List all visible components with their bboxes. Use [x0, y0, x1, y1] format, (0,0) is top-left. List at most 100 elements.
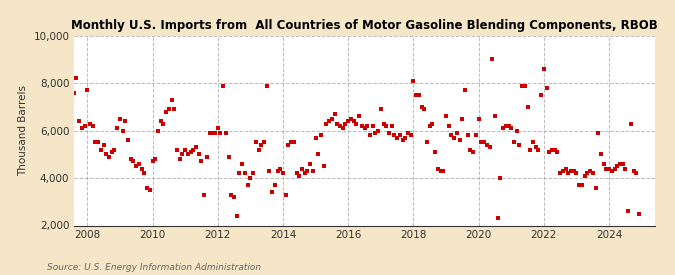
- Point: [229, 195, 240, 199]
- Point: [425, 124, 435, 128]
- Point: [104, 155, 115, 159]
- Point: [210, 131, 221, 135]
- Point: [617, 162, 628, 166]
- Point: [547, 147, 558, 152]
- Point: [346, 117, 356, 121]
- Point: [248, 171, 259, 175]
- Point: [155, 119, 166, 123]
- Point: [136, 166, 147, 171]
- Point: [479, 140, 489, 145]
- Point: [579, 174, 590, 178]
- Point: [356, 124, 367, 128]
- Point: [623, 209, 634, 213]
- Point: [492, 216, 503, 221]
- Point: [416, 105, 427, 109]
- Point: [338, 126, 348, 130]
- Point: [120, 119, 131, 123]
- Point: [389, 133, 400, 138]
- Point: [161, 109, 171, 114]
- Point: [123, 138, 134, 142]
- Point: [319, 164, 329, 168]
- Point: [95, 147, 106, 152]
- Point: [76, 126, 87, 130]
- Point: [508, 140, 519, 145]
- Point: [188, 147, 198, 152]
- Point: [112, 126, 123, 130]
- Point: [335, 124, 346, 128]
- Point: [250, 140, 261, 145]
- Point: [215, 131, 226, 135]
- Point: [454, 138, 465, 142]
- Point: [343, 119, 354, 123]
- Point: [109, 147, 120, 152]
- Point: [240, 171, 250, 175]
- Point: [98, 143, 109, 147]
- Point: [552, 150, 563, 154]
- Point: [294, 174, 304, 178]
- Point: [308, 169, 319, 173]
- Point: [576, 183, 587, 187]
- Point: [487, 57, 497, 62]
- Point: [427, 121, 438, 126]
- Point: [193, 152, 204, 156]
- Point: [272, 169, 283, 173]
- Point: [378, 121, 389, 126]
- Point: [525, 147, 536, 152]
- Point: [313, 152, 324, 156]
- Point: [544, 150, 555, 154]
- Point: [533, 147, 544, 152]
- Point: [221, 131, 232, 135]
- Point: [253, 147, 264, 152]
- Point: [497, 126, 508, 130]
- Point: [470, 133, 481, 138]
- Point: [207, 131, 218, 135]
- Point: [101, 152, 112, 156]
- Point: [166, 98, 177, 102]
- Point: [174, 157, 185, 161]
- Point: [87, 124, 98, 128]
- Point: [433, 166, 443, 171]
- Point: [90, 140, 101, 145]
- Point: [408, 79, 418, 83]
- Point: [218, 83, 229, 88]
- Point: [539, 67, 549, 71]
- Point: [302, 169, 313, 173]
- Point: [528, 140, 539, 145]
- Point: [511, 128, 522, 133]
- Point: [158, 121, 169, 126]
- Point: [232, 214, 242, 218]
- Title: Monthly U.S. Imports from  All Countries of Motor Gasoline Blending Components, : Monthly U.S. Imports from All Countries …: [71, 19, 658, 32]
- Point: [446, 133, 457, 138]
- Point: [465, 147, 476, 152]
- Point: [126, 157, 136, 161]
- Point: [367, 124, 378, 128]
- Point: [310, 136, 321, 140]
- Point: [381, 124, 392, 128]
- Point: [574, 183, 585, 187]
- Point: [299, 171, 310, 175]
- Point: [520, 83, 531, 88]
- Point: [522, 105, 533, 109]
- Point: [321, 121, 332, 126]
- Point: [631, 171, 642, 175]
- Point: [609, 166, 620, 171]
- Point: [566, 169, 576, 173]
- Point: [555, 171, 566, 175]
- Point: [593, 131, 603, 135]
- Point: [495, 176, 506, 180]
- Point: [603, 166, 614, 171]
- Point: [332, 121, 343, 126]
- Point: [142, 185, 153, 190]
- Point: [590, 185, 601, 190]
- Point: [82, 88, 92, 92]
- Point: [517, 83, 528, 88]
- Point: [283, 143, 294, 147]
- Point: [392, 136, 402, 140]
- Point: [144, 188, 155, 192]
- Point: [634, 211, 645, 216]
- Point: [185, 150, 196, 154]
- Point: [531, 145, 541, 149]
- Point: [182, 152, 193, 156]
- Point: [452, 131, 462, 135]
- Point: [364, 133, 375, 138]
